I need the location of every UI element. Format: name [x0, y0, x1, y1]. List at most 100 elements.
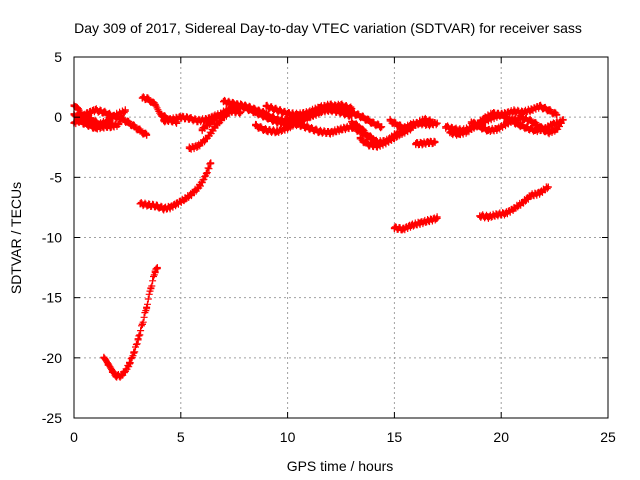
data-point [484, 213, 492, 221]
data-point [514, 120, 522, 128]
data-point [429, 118, 437, 126]
data-point [202, 170, 210, 178]
data-point [536, 102, 544, 110]
data-point [501, 120, 509, 128]
data-point [145, 201, 153, 209]
data-point [489, 110, 497, 118]
series-arc-17 [390, 213, 441, 234]
data-point-markers [476, 183, 552, 222]
y-tick-label: -25 [42, 410, 62, 426]
data-point [390, 134, 398, 142]
data-point [81, 112, 89, 120]
data-point [348, 108, 356, 116]
data-point [262, 113, 270, 121]
data-point [378, 123, 386, 131]
data-point [493, 125, 501, 133]
data-point [305, 108, 313, 116]
data-point [476, 212, 484, 220]
data-point [425, 217, 433, 225]
data-point [519, 108, 527, 116]
data-point [117, 372, 125, 380]
data-point [510, 205, 518, 213]
data-point [230, 100, 238, 108]
series-arc-13 [262, 100, 386, 132]
data-point [89, 117, 97, 125]
data-point [104, 361, 112, 369]
data-point [463, 128, 471, 136]
data-point [536, 189, 544, 197]
data-point [284, 110, 292, 118]
x-axis-label: GPS time / hours [287, 458, 394, 474]
data-point [273, 106, 281, 114]
data-point [294, 118, 302, 126]
data-point [390, 224, 398, 232]
data-point [143, 131, 151, 139]
data-point [369, 119, 377, 127]
data-point [134, 125, 142, 133]
data-point [252, 122, 260, 130]
data-point [510, 107, 518, 115]
data-point [407, 221, 415, 229]
data-point [316, 104, 324, 112]
tick-layer: 0 5 10 15 20 25 -25 -20 -15 -10 -5 0 5 [42, 49, 616, 445]
series-arc-6 [136, 159, 215, 214]
data-point [386, 117, 394, 125]
x-tick-label: 15 [387, 429, 403, 445]
data-point [168, 116, 176, 124]
data-point [108, 368, 116, 376]
data-point [382, 138, 390, 146]
series-arc-21 [467, 113, 567, 138]
data-point [480, 114, 488, 122]
data-point [337, 104, 345, 112]
data-point [553, 111, 561, 119]
data-point [399, 225, 407, 233]
series-arc-4 [74, 117, 116, 133]
data-point [527, 106, 535, 114]
data-point [431, 138, 439, 146]
data-point [136, 200, 144, 208]
data-point [173, 200, 181, 208]
data-point [337, 125, 345, 133]
data-point [91, 124, 99, 132]
data-point [115, 120, 123, 128]
series-arc-7 [138, 93, 181, 127]
data-point [527, 117, 535, 125]
series-arc-16 [386, 114, 437, 135]
data-point [220, 108, 228, 116]
series-arc-22 [476, 183, 552, 222]
data-point [252, 108, 260, 116]
data-point [273, 118, 281, 126]
data-point [416, 219, 424, 227]
data-point [126, 360, 134, 368]
data-point [559, 116, 567, 124]
data-point [194, 117, 202, 125]
y-tick-label: -5 [50, 169, 63, 185]
series-arc-15 [356, 123, 415, 151]
data-point [166, 203, 174, 211]
data-point [185, 114, 193, 122]
chart-title: Day 309 of 2017, Sidereal Day-to-day VTE… [74, 20, 582, 36]
series-arc-5 [100, 264, 161, 381]
data-point [138, 94, 146, 102]
data-point [158, 111, 166, 119]
data-point [187, 190, 195, 198]
x-tick-label: 0 [70, 429, 78, 445]
data-point [134, 336, 142, 344]
y-tick-label: -10 [42, 230, 62, 246]
y-tick-label: -15 [42, 290, 62, 306]
data-point [138, 320, 146, 328]
data-point [209, 117, 217, 125]
data-point [467, 118, 475, 126]
data-point [523, 124, 531, 132]
data-point [454, 130, 462, 138]
data-point [151, 101, 159, 109]
data-point [510, 116, 518, 124]
data-point [198, 125, 206, 133]
data-point [100, 108, 108, 116]
data-point [130, 349, 138, 357]
y-axis-label: SDTVAR / TECUs [8, 182, 24, 294]
data-point [294, 111, 302, 119]
data-point [181, 195, 189, 203]
data-point [358, 113, 366, 121]
